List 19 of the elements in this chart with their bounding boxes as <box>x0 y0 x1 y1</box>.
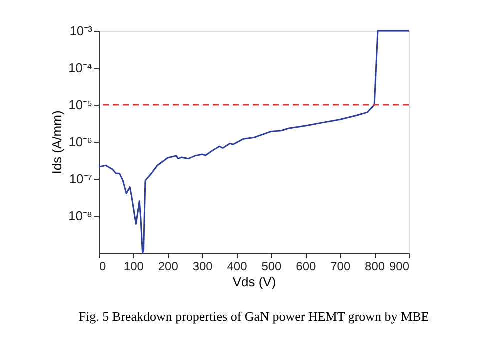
x-tick-label: 900 <box>389 260 410 274</box>
y-tick-label: 10⁻⁵ <box>68 98 92 112</box>
y-tick-label: 10⁻³ <box>70 24 94 38</box>
x-tick-label: 400 <box>227 260 248 274</box>
x-tick-label: 0 <box>100 260 106 274</box>
y-tick-label: 10⁻⁶ <box>68 134 92 150</box>
x-tick-label: 200 <box>158 260 179 274</box>
y-axis-title: Ids (A/mm) <box>49 110 64 174</box>
x-tick-label: 700 <box>330 260 351 274</box>
y-tick-label: 10⁻⁸ <box>68 208 92 224</box>
y-tick-label: 10⁻⁷ <box>69 172 93 186</box>
y-tick-label: 10⁻⁴ <box>68 60 92 76</box>
x-tick-label: 300 <box>192 260 214 274</box>
x-tick-label: 100 <box>124 260 144 274</box>
x-tick-label: 800 <box>365 260 386 274</box>
x-tick-label: 500 <box>262 260 282 274</box>
x-tick-label: 600 <box>296 260 316 274</box>
text: Fig. 5 Breakdown properties of GaN power HEMT grown by MBE <box>78 309 430 324</box>
x-axis-title: Vds (V) <box>232 274 276 290</box>
